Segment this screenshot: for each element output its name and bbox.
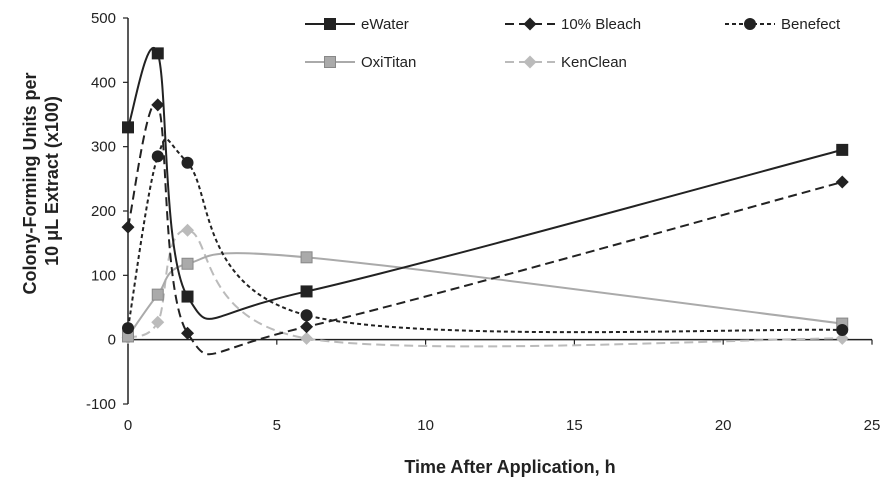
legend-item-ewater: eWater	[305, 16, 409, 33]
point-oxititan	[151, 288, 164, 301]
point-kenclean	[151, 315, 165, 329]
legend-marker	[523, 55, 537, 69]
y-tick-label: 100	[91, 267, 116, 284]
point-kenclean	[835, 331, 849, 345]
series-markers	[121, 47, 849, 345]
y-tick-label: 500	[91, 10, 116, 27]
x-tick-label: 20	[715, 417, 732, 434]
legend-marker	[324, 56, 336, 68]
y-axis-title-line-2: 10 μL Extract (x100)	[42, 96, 62, 266]
x-tick-label: 15	[566, 417, 583, 434]
x-tick-label: 25	[864, 417, 881, 434]
y-axis-title-line-1: Colony-Forming Units per	[20, 73, 40, 295]
legend-label: Benefect	[781, 16, 841, 33]
legend-label: OxiTitan	[361, 54, 416, 71]
point-kenclean	[300, 331, 314, 345]
y-tick-label: 0	[108, 332, 116, 349]
series-lines	[127, 47, 843, 356]
point-10pct-bleach	[300, 320, 314, 334]
series-line-10pct-bleach	[127, 102, 843, 356]
point-ewater	[122, 121, 134, 134]
legend-marker	[744, 18, 756, 30]
legend-item-benefect: Benefect	[725, 16, 841, 33]
legend-item-10pct-bleach: 10% Bleach	[505, 16, 641, 33]
point-oxititan	[300, 251, 313, 264]
legend-label: 10% Bleach	[561, 16, 641, 33]
y-tick-label: 400	[91, 74, 116, 91]
series-line-kenclean	[127, 229, 843, 348]
point-ewater	[181, 290, 194, 303]
point-benefect	[300, 309, 313, 322]
x-tick-labels: 0 5 10 15 20 25	[124, 417, 881, 434]
point-oxititan	[181, 257, 194, 270]
x-tick-label: 0	[124, 417, 132, 434]
point-benefect	[151, 150, 164, 163]
point-benefect	[836, 324, 849, 337]
point-ewater	[300, 285, 313, 298]
legend-label: KenClean	[561, 54, 627, 71]
series-line-benefect	[127, 137, 843, 334]
x-axis-title: Time After Application, h	[404, 457, 615, 477]
point-10pct-bleach	[835, 175, 849, 189]
legend-label: eWater	[361, 16, 409, 33]
legend: eWater 10% Bleach Benefect OxiTitan KenClean	[305, 16, 841, 71]
x-tick-label: 10	[417, 417, 434, 434]
point-10pct-bleach	[121, 220, 135, 234]
y-tick-label: 200	[91, 203, 116, 220]
legend-marker	[324, 18, 336, 30]
point-kenclean	[181, 223, 195, 237]
series-line-oxititan	[127, 252, 843, 338]
x-tick-label: 5	[273, 417, 281, 434]
point-10pct-bleach	[151, 98, 165, 112]
point-benefect	[122, 322, 134, 335]
point-ewater	[151, 47, 164, 60]
point-ewater	[836, 143, 849, 156]
y-axis-title: Colony-Forming Units per 10 μL Extract (…	[20, 67, 62, 294]
y-tick-label: -100	[86, 396, 116, 413]
point-benefect	[181, 156, 194, 169]
y-tick-labels: -100 0 100 200 300 400 500	[86, 10, 116, 413]
legend-item-oxititan: OxiTitan	[305, 54, 416, 71]
legend-marker	[523, 17, 537, 31]
point-10pct-bleach	[181, 326, 195, 340]
y-tick-label: 300	[91, 139, 116, 156]
legend-item-kenclean: KenClean	[505, 54, 627, 71]
